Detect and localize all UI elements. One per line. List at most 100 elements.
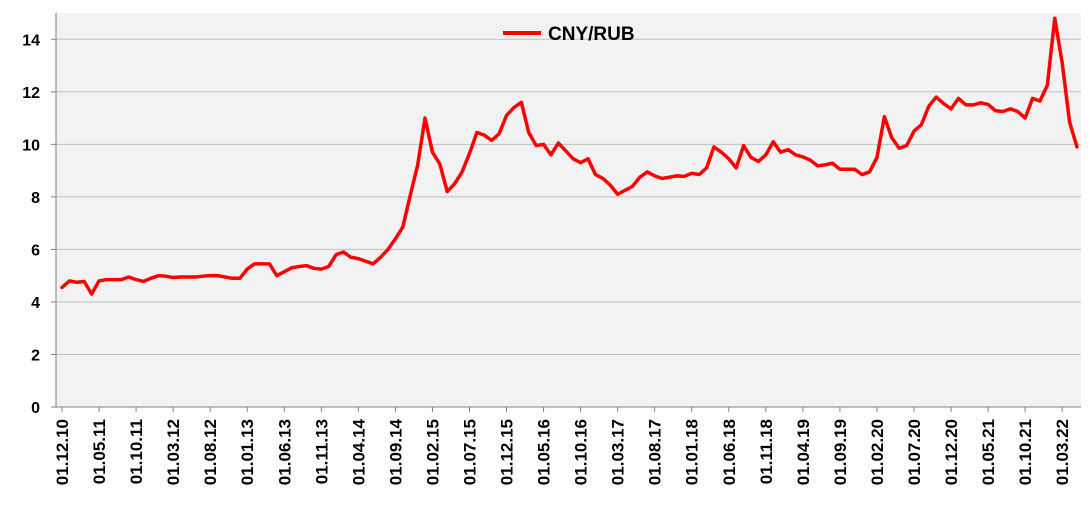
data-point: [816, 164, 820, 168]
x-tick-label: 01.08.17: [646, 419, 665, 485]
data-point: [475, 131, 479, 135]
data-point: [127, 275, 131, 279]
data-point: [1045, 83, 1049, 87]
x-tick-label: 01.02.15: [423, 419, 442, 485]
data-point: [438, 162, 442, 166]
data-point: [919, 123, 923, 127]
data-point: [645, 170, 649, 174]
data-point: [764, 153, 768, 157]
data-point: [630, 184, 634, 188]
data-point: [112, 278, 116, 282]
x-tick-label: 01.05.21: [979, 419, 998, 485]
x-tick-label: 01.01.13: [238, 419, 257, 485]
data-point: [1075, 145, 1079, 149]
data-point: [208, 274, 212, 278]
x-tick-label: 01.05.16: [535, 419, 554, 485]
data-point: [67, 279, 71, 283]
data-point: [994, 109, 998, 113]
data-point: [653, 174, 657, 178]
data-point: [556, 141, 560, 145]
x-tick-label: 01.11.18: [757, 419, 776, 484]
data-point: [1023, 116, 1027, 120]
data-point: [734, 166, 738, 170]
data-point: [638, 175, 642, 179]
y-tick-label: 6: [31, 242, 40, 259]
data-point: [253, 262, 257, 266]
data-point: [542, 142, 546, 146]
y-tick-label: 2: [31, 347, 40, 364]
data-point: [727, 157, 731, 161]
data-point: [616, 192, 620, 196]
data-point: [186, 275, 190, 279]
data-point: [860, 173, 864, 177]
data-point: [705, 166, 709, 170]
data-point: [586, 157, 590, 161]
data-point: [831, 161, 835, 165]
data-point: [238, 276, 242, 280]
data-point: [356, 257, 360, 261]
data-point: [505, 113, 509, 117]
x-tick-label: 01.10.11: [127, 419, 146, 484]
data-point: [949, 107, 953, 111]
data-point: [912, 129, 916, 133]
data-point: [149, 276, 153, 280]
x-tick-label: 01.09.19: [831, 419, 850, 485]
data-point: [297, 264, 301, 268]
data-point: [1001, 110, 1005, 113]
x-tick-label: 01.07.15: [460, 419, 479, 485]
data-point: [467, 152, 471, 156]
x-axis-ticks: 01.12.10 01.05.11 01.10.11 01.03.12 01.08.12…: [53, 407, 1072, 485]
data-point: [934, 95, 938, 99]
data-point: [771, 140, 775, 144]
data-point: [660, 176, 664, 180]
data-point: [445, 190, 449, 194]
data-point: [201, 274, 205, 278]
data-point: [697, 173, 701, 177]
data-point: [1053, 16, 1057, 20]
data-point: [423, 116, 427, 120]
data-point: [304, 264, 308, 268]
y-tick-label: 12: [22, 85, 40, 102]
data-point: [571, 157, 575, 161]
x-tick-label: 01.10.21: [1016, 419, 1035, 485]
data-point: [579, 161, 583, 165]
data-point: [164, 274, 168, 278]
x-tick-label: 01.10.16: [572, 419, 591, 485]
data-point: [275, 274, 279, 278]
data-point: [942, 102, 946, 106]
data-point: [875, 155, 879, 159]
data-point: [808, 158, 812, 162]
data-point: [156, 274, 160, 278]
data-point: [334, 253, 338, 257]
data-point: [549, 153, 553, 157]
x-tick-label: 01.12.15: [498, 419, 517, 485]
data-point: [623, 188, 627, 192]
data-point: [393, 237, 397, 241]
data-point: [1008, 107, 1012, 111]
y-tick-label: 4: [31, 295, 40, 312]
x-tick-label: 01.03.12: [164, 419, 183, 485]
data-point: [319, 267, 323, 271]
data-point: [282, 270, 286, 274]
gridlines: [56, 38, 1081, 355]
x-tick-label: 01.12.10: [53, 419, 72, 485]
data-point: [956, 96, 960, 100]
data-point: [245, 267, 249, 271]
data-point: [1038, 99, 1042, 103]
data-point: [845, 167, 849, 171]
x-tick-label: 01.05.11: [90, 419, 109, 484]
data-point: [82, 279, 86, 283]
data-point: [786, 148, 790, 152]
data-point: [497, 132, 501, 136]
x-tick-label: 01.09.14: [386, 418, 405, 485]
data-point: [75, 280, 79, 284]
data-point: [1068, 120, 1072, 124]
data-point: [401, 225, 405, 229]
x-tick-label: 01.08.12: [201, 419, 220, 485]
data-point: [179, 275, 183, 279]
data-point: [712, 145, 716, 149]
data-point: [230, 276, 234, 280]
data-point: [1060, 61, 1064, 65]
data-point: [349, 255, 353, 259]
